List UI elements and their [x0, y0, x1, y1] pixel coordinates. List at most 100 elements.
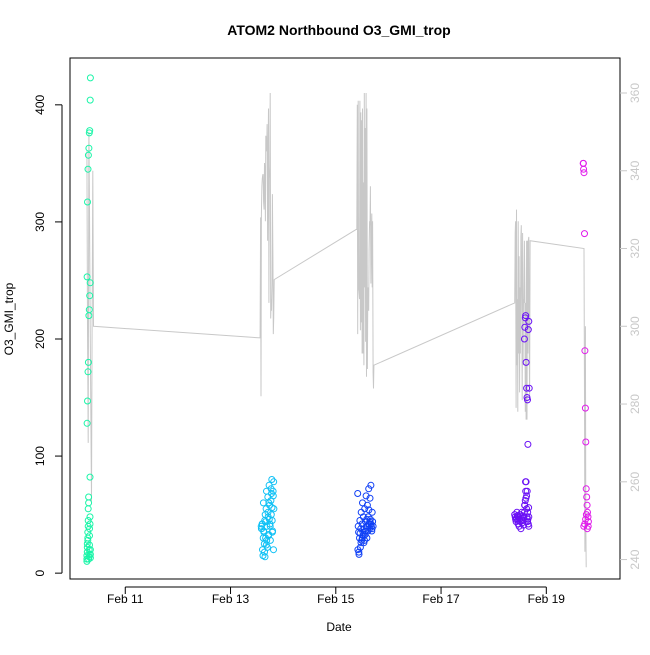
data-point — [365, 485, 373, 493]
right-axis-tick-label: 320 — [628, 238, 642, 258]
data-point — [261, 548, 268, 556]
line-series-path — [86, 92, 587, 568]
x-axis-tick-label: Feb 11 — [107, 592, 144, 606]
data-point — [262, 505, 270, 513]
data-point — [524, 326, 532, 334]
data-point — [86, 513, 94, 521]
data-point — [86, 279, 94, 287]
x-axis-tick-label: Feb 13 — [212, 592, 250, 606]
data-point — [86, 541, 93, 549]
data-point — [363, 501, 371, 509]
data-point — [522, 312, 530, 320]
data-point — [521, 323, 529, 331]
x-axis: Feb 11 Feb 13 Feb 15 Feb 17 Feb 19 — [107, 586, 566, 606]
data-point — [84, 528, 92, 536]
data-point — [264, 508, 272, 516]
x-axis-tick-label: Feb 19 — [528, 592, 566, 606]
left-axis-tick-label: 400 — [33, 94, 47, 114]
line-series-layer — [86, 92, 587, 568]
left-axis-tick-label: 0 — [33, 569, 47, 576]
data-point — [270, 546, 277, 554]
data-point — [84, 151, 92, 159]
data-point — [523, 384, 531, 392]
data-point — [524, 440, 532, 448]
data-point — [86, 292, 94, 300]
data-point — [525, 317, 533, 325]
data-point — [86, 554, 94, 562]
data-point — [367, 481, 375, 489]
data-point — [354, 490, 362, 497]
data-point — [84, 368, 92, 376]
data-point — [268, 504, 276, 512]
data-point — [366, 494, 374, 502]
data-point — [524, 396, 531, 404]
data-point — [582, 485, 590, 493]
data-point — [85, 306, 93, 314]
data-point — [525, 504, 533, 512]
data-point — [522, 478, 529, 486]
data-point — [84, 397, 91, 405]
data-point — [582, 438, 590, 446]
left-axis-tick-label: 100 — [33, 446, 47, 466]
data-point — [86, 520, 94, 528]
data-point — [519, 517, 527, 524]
data-point — [266, 522, 274, 530]
data-point — [265, 532, 272, 540]
left-axis: 0 100 200 300 400 — [33, 94, 63, 576]
data-point — [365, 506, 373, 514]
data-point — [85, 499, 93, 507]
data-point — [86, 473, 94, 481]
data-point — [522, 358, 530, 366]
plot-frame — [69, 57, 621, 580]
data-point — [584, 522, 592, 530]
data-point — [268, 476, 276, 483]
data-point — [257, 525, 265, 533]
data-point — [268, 528, 276, 536]
data-point — [265, 499, 273, 507]
data-point — [86, 550, 94, 558]
data-point — [84, 536, 92, 544]
data-point — [84, 505, 92, 513]
data-point — [583, 501, 591, 509]
data-point — [362, 492, 370, 500]
data-point — [85, 144, 93, 152]
data-point — [83, 419, 91, 427]
data-point — [357, 539, 365, 547]
data-point — [86, 525, 93, 533]
data-point — [84, 517, 92, 524]
data-point — [83, 273, 91, 281]
right-axis-tick-label: 260 — [628, 471, 642, 491]
data-point — [262, 518, 270, 526]
data-point — [86, 96, 94, 104]
data-point — [85, 493, 93, 501]
data-point — [581, 230, 588, 238]
data-point — [86, 546, 94, 554]
data-point — [363, 534, 371, 542]
data-point — [368, 525, 376, 533]
data-point — [580, 169, 588, 177]
data-point — [583, 493, 591, 501]
data-point — [523, 487, 531, 495]
right-axis-tick-label: 340 — [628, 160, 642, 180]
data-point — [84, 165, 92, 173]
scatter-points-layer — [83, 74, 592, 565]
data-point — [267, 485, 275, 493]
data-point — [525, 513, 533, 521]
right-axis-tick-label: 240 — [628, 549, 642, 569]
data-point — [268, 490, 275, 497]
chart-title: ATOM2 Northbound O3_GMI_trop — [227, 22, 450, 38]
data-point — [358, 534, 366, 542]
data-point — [525, 384, 533, 392]
data-point — [354, 546, 362, 554]
data-point — [86, 74, 94, 82]
data-point — [522, 494, 530, 502]
plot-border — [69, 57, 621, 580]
data-point — [270, 478, 278, 486]
data-point — [266, 536, 274, 544]
data-point — [355, 550, 363, 558]
data-point — [86, 532, 93, 540]
y-axis-label: O3_GMI_trop — [2, 282, 16, 355]
data-point — [84, 198, 91, 206]
data-point — [265, 481, 273, 489]
